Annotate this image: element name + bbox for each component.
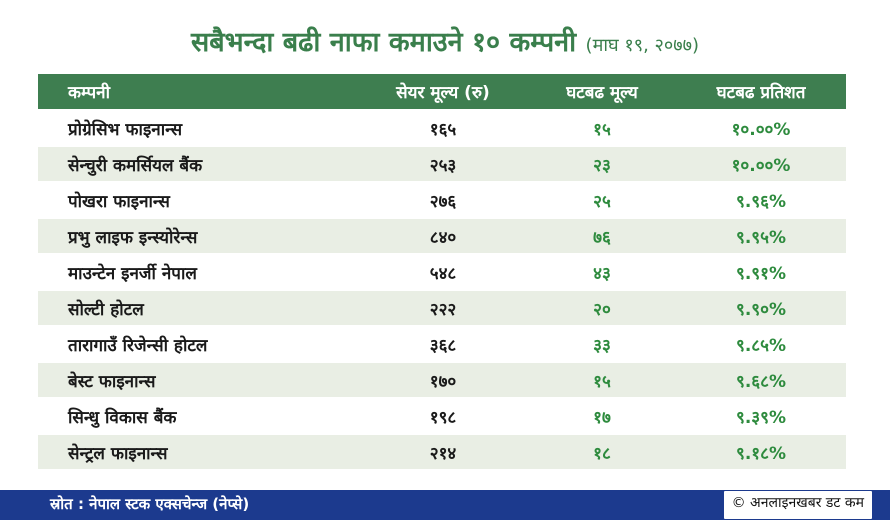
brand-logo: © अनलाइनखबर डट कम xyxy=(723,491,872,519)
cell-change: १५ xyxy=(593,119,611,140)
cell-company: प्रभु लाइफ इन्स्योरेन्स xyxy=(68,227,198,248)
cell-company: सेन्ट्रल फाइनान्स xyxy=(68,443,168,464)
cell-percent: ९.९१% xyxy=(735,263,786,284)
page-title: सबैभन्दा बढी नाफा कमाउने १० कम्पनी (माघ … xyxy=(0,22,890,59)
cell-company: सोल्टी होटल xyxy=(68,299,144,320)
header-percent: घटबढ प्रतिशत xyxy=(716,83,806,103)
cell-change: २३ xyxy=(593,155,611,176)
title-text: सबैभन्दा बढी नाफा कमाउने १० कम्पनी xyxy=(191,27,577,58)
table-header-row: कम्पनी सेयर मूल्य (रु) घटबढ मूल्य घटबढ प… xyxy=(38,74,846,109)
cell-company: बेस्ट फाइनान्स xyxy=(68,371,156,392)
cell-percent: ९.६८% xyxy=(735,371,786,392)
cell-change: १५ xyxy=(593,371,611,392)
cell-company: सेन्चुरी कमर्सियल बैंक xyxy=(68,155,203,176)
cell-change: १७ xyxy=(593,407,611,428)
table-row: माउन्टेन इनर्जी नेपाल ५४८ ४३ ९.९१% xyxy=(38,255,846,289)
cell-price: २७६ xyxy=(429,191,457,212)
header-change: घटबढ मूल्य xyxy=(566,83,638,103)
cell-company: सिन्धु विकास बैंक xyxy=(68,407,177,428)
table-row: सिन्धु विकास बैंक १९८ १७ ९.३९% xyxy=(38,399,846,433)
cell-change: २० xyxy=(593,299,611,320)
table-row: प्रभु लाइफ इन्स्योरेन्स ८४० ७६ ९.९५% xyxy=(38,219,846,253)
cell-change: ७६ xyxy=(593,227,611,248)
cell-price: १६५ xyxy=(429,119,457,140)
title-date: (माघ १९, २०७७) xyxy=(585,35,699,56)
cell-percent: ९.९६% xyxy=(735,191,786,212)
cell-price: १९८ xyxy=(429,407,457,428)
cell-change: ४३ xyxy=(593,263,611,284)
cell-percent: ९.९०% xyxy=(735,299,786,320)
companies-table: कम्पनी सेयर मूल्य (रु) घटबढ मूल्य घटबढ प… xyxy=(38,72,846,471)
cell-percent: ९.१८% xyxy=(735,443,786,464)
table-row: सेन्ट्रल फाइनान्स २१४ १८ ९.१८% xyxy=(38,435,846,469)
header-company: कम्पनी xyxy=(68,83,110,103)
footer-bar: स्रोत : नेपाल स्टक एक्सचेन्ज (नेप्से) © … xyxy=(0,490,890,520)
cell-change: ३३ xyxy=(593,335,611,356)
cell-percent: ९.३९% xyxy=(735,407,786,428)
cell-price: ८४० xyxy=(429,227,457,248)
source-text: स्रोत : नेपाल स्टक एक्सचेन्ज (नेप्से) xyxy=(50,495,250,513)
cell-price: २२२ xyxy=(429,299,457,320)
cell-percent: ९.८५% xyxy=(735,335,786,356)
cell-price: २५३ xyxy=(429,155,457,176)
cell-percent: १०.००% xyxy=(731,119,791,140)
header-price: सेयर मूल्य (रु) xyxy=(396,83,490,103)
cell-change: २५ xyxy=(593,191,611,212)
table-row: सेन्चुरी कमर्सियल बैंक २५३ २३ १०.००% xyxy=(38,147,846,181)
cell-company: पोखरा फाइनान्स xyxy=(68,191,170,212)
cell-percent: १०.००% xyxy=(731,155,791,176)
cell-company: माउन्टेन इनर्जी नेपाल xyxy=(68,263,197,284)
table-row: सोल्टी होटल २२२ २० ९.९०% xyxy=(38,291,846,325)
cell-company: प्रोग्रेसिभ फाइनान्स xyxy=(68,119,183,140)
cell-price: ५४८ xyxy=(429,263,457,284)
cell-price: ३६८ xyxy=(429,335,457,356)
table-row: बेस्ट फाइनान्स १७० १५ ९.६८% xyxy=(38,363,846,397)
cell-price: २१४ xyxy=(429,443,457,464)
cell-change: १८ xyxy=(593,443,611,464)
cell-price: १७० xyxy=(429,371,457,392)
cell-company: तारागाउँ रिजेन्सी होटल xyxy=(68,335,208,356)
table-row: प्रोग्रेसिभ फाइनान्स १६५ १५ १०.००% xyxy=(38,111,846,145)
table-row: तारागाउँ रिजेन्सी होटल ३६८ ३३ ९.८५% xyxy=(38,327,846,361)
cell-percent: ९.९५% xyxy=(735,227,786,248)
table-row: पोखरा फाइनान्स २७६ २५ ९.९६% xyxy=(38,183,846,217)
